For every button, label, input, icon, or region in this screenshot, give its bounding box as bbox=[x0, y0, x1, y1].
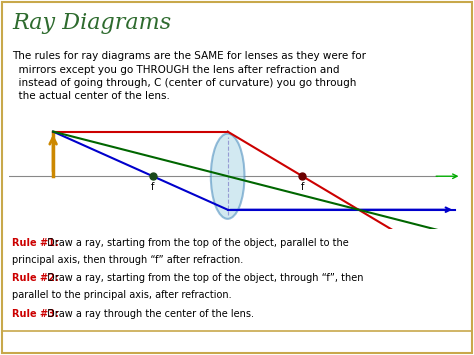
Text: Rule #1:: Rule #1: bbox=[12, 238, 59, 248]
Text: Rule #3:: Rule #3: bbox=[12, 309, 59, 319]
Text: f: f bbox=[151, 182, 155, 192]
Text: principal axis, then through “f” after refraction.: principal axis, then through “f” after r… bbox=[12, 255, 243, 265]
Text: The rules for ray diagrams are the SAME for lenses as they were for
  mirrors ex: The rules for ray diagrams are the SAME … bbox=[12, 51, 366, 101]
Text: Ray Diagrams: Ray Diagrams bbox=[12, 12, 171, 34]
Text: Draw a ray through the center of the lens.: Draw a ray through the center of the len… bbox=[44, 309, 254, 319]
Text: Rule #2:: Rule #2: bbox=[12, 273, 59, 283]
Text: f: f bbox=[301, 182, 304, 192]
Text: parallel to the principal axis, after refraction.: parallel to the principal axis, after re… bbox=[12, 290, 231, 300]
Ellipse shape bbox=[211, 133, 245, 219]
Text: Draw a ray, starting from the top of the object, through “f”, then: Draw a ray, starting from the top of the… bbox=[44, 273, 363, 283]
Text: Draw a ray, starting from the top of the object, parallel to the: Draw a ray, starting from the top of the… bbox=[44, 238, 348, 248]
